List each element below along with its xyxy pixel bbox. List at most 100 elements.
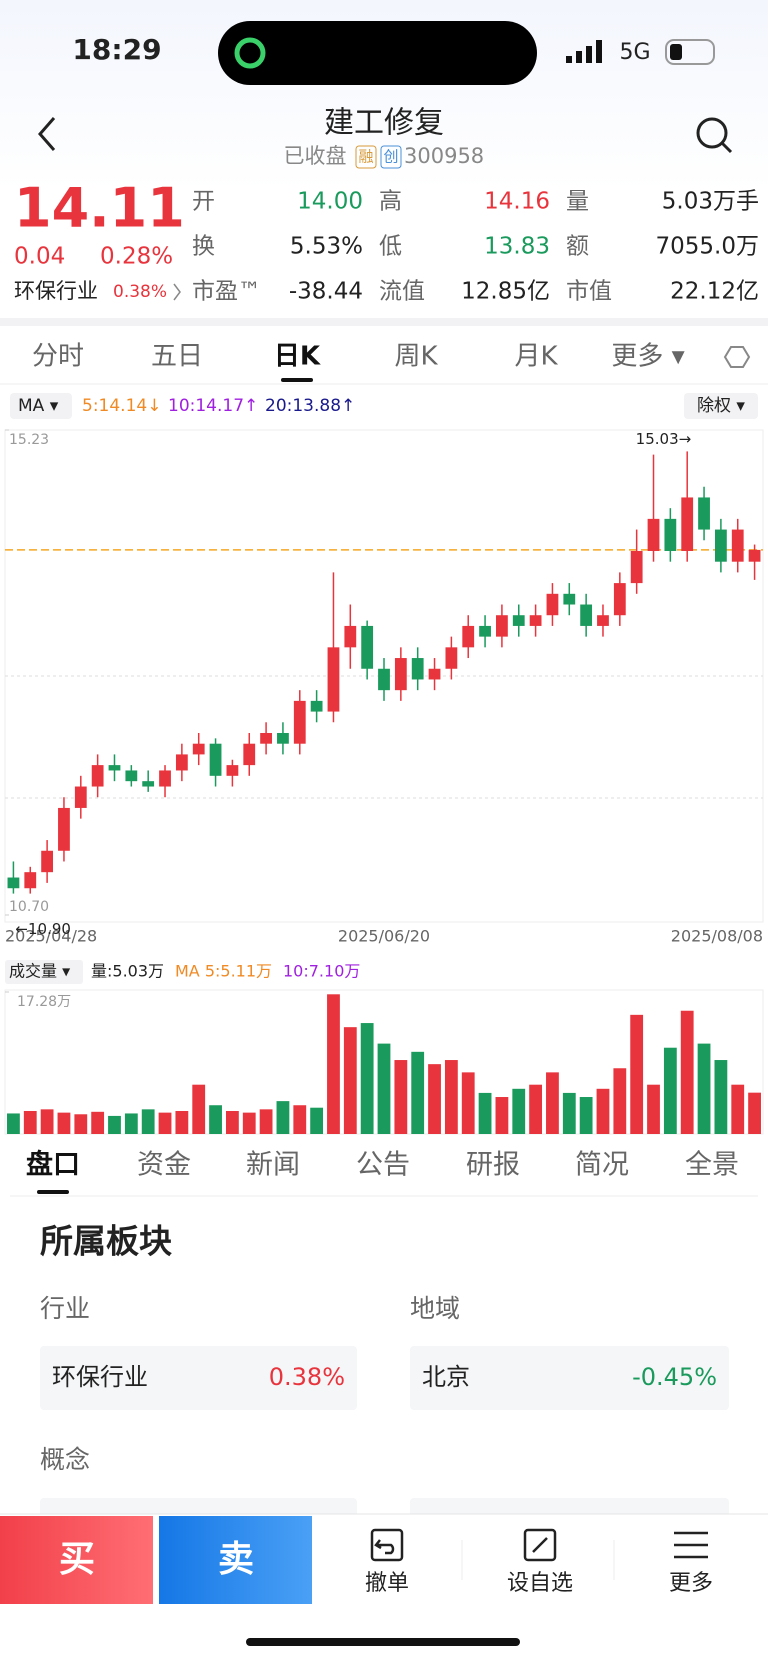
action-label[interactable]: 设自选 — [507, 1571, 573, 1596]
ma-select[interactable] — [10, 393, 72, 419]
field-label: 高 — [379, 189, 402, 215]
sell-button[interactable] — [159, 1516, 312, 1604]
candle-body — [378, 668, 390, 691]
industry-pct: 0.38% — [113, 282, 167, 302]
candle-body — [344, 625, 357, 648]
search-button[interactable] — [696, 117, 728, 149]
field-value: 5.53% — [290, 234, 363, 260]
volume-bar — [748, 1092, 761, 1134]
candle-body — [91, 765, 104, 787]
network: 5G — [619, 40, 650, 65]
volume-bar — [579, 1097, 593, 1134]
volume-bar — [731, 1084, 745, 1134]
field-label: 额 — [566, 234, 589, 260]
card[interactable] — [40, 1346, 357, 1410]
volume-bar — [74, 1114, 88, 1134]
candle-body — [175, 754, 188, 771]
info-tab[interactable]: 简况 — [575, 1150, 629, 1181]
tab[interactable]: 日K — [274, 342, 321, 372]
ma-label: 20:13.88↑ — [265, 396, 355, 416]
tab-indicator — [281, 378, 313, 382]
tab[interactable]: 更多 ▾ — [611, 342, 684, 372]
volume-bar — [175, 1110, 189, 1134]
candle-body — [512, 615, 525, 626]
field-value: -38.44 — [289, 279, 363, 305]
market-status: 已收盘 — [284, 144, 347, 168]
volume-bar — [141, 1109, 155, 1134]
tab[interactable]: 分时 — [32, 342, 84, 372]
info-tab[interactable]: 研报 — [466, 1150, 520, 1181]
volume-bar — [209, 1105, 222, 1134]
volume-bar — [108, 1115, 121, 1134]
stock-code: 300958 — [404, 144, 484, 168]
volume-bar — [529, 1084, 543, 1134]
tab[interactable]: 五日 — [151, 342, 203, 372]
card[interactable] — [410, 1346, 729, 1410]
candle-body — [159, 770, 171, 787]
x-tick-label: 2025/06/20 — [338, 927, 430, 946]
tab[interactable]: 月K — [514, 342, 558, 372]
volume-bar — [444, 1060, 458, 1134]
field-value: 13.83 — [484, 234, 550, 260]
tab[interactable]: 周K — [394, 342, 438, 372]
volume-bar — [293, 1105, 307, 1134]
x-tick-label: 2025/08/08 — [671, 927, 763, 946]
volume-select[interactable] — [5, 960, 83, 984]
dynamic-island — [218, 21, 537, 85]
candle-body — [209, 743, 222, 776]
undo-icon — [370, 1528, 404, 1562]
volume-bar — [40, 1109, 54, 1134]
volume-bar — [23, 1110, 37, 1134]
volume-bar — [546, 1072, 559, 1134]
info-tab[interactable]: 资金 — [137, 1150, 191, 1181]
candle-body — [260, 732, 272, 744]
candle-body — [681, 497, 694, 551]
annotation: ←10.90 — [15, 920, 71, 938]
y-tick-label: 10.70 — [9, 899, 49, 915]
field-label: 市盈™ — [192, 279, 261, 305]
candle-body — [496, 615, 508, 637]
volume-bar — [663, 1047, 677, 1134]
candle-body — [529, 615, 542, 626]
volume-legend: 量:5.03万 — [91, 962, 164, 981]
candle-body — [394, 658, 407, 691]
field-label: 换 — [192, 234, 215, 260]
candle-body — [108, 765, 121, 771]
volume-bar — [461, 1072, 475, 1134]
buy-button[interactable] — [0, 1516, 153, 1604]
field-label: 开 — [192, 189, 215, 215]
volume-bar — [276, 1101, 290, 1134]
settings-icon[interactable] — [723, 346, 751, 368]
info-tab[interactable]: 公告 — [356, 1150, 410, 1181]
home-indicator — [246, 1638, 520, 1646]
volume-bar — [512, 1088, 526, 1134]
ma-select-label: MA ▾ — [18, 396, 59, 416]
field-label: 量 — [566, 189, 589, 215]
candle-body — [411, 658, 424, 680]
volume-title: 成交量 ▾ — [9, 962, 70, 981]
candle-body — [748, 549, 761, 562]
menu-icon — [674, 1531, 708, 1559]
adjust-select[interactable] — [684, 393, 758, 419]
action-label[interactable]: 更多 — [669, 1571, 713, 1596]
candle-body — [327, 647, 340, 712]
info-tab[interactable]: 全景 — [685, 1150, 739, 1181]
field-value: 22.12亿 — [670, 279, 759, 305]
action-label[interactable]: 撤单 — [365, 1571, 409, 1596]
candle-body — [630, 550, 643, 584]
field-value: 7055.0万 — [656, 234, 759, 260]
candle-body — [125, 770, 138, 782]
change: 0.04 — [14, 244, 65, 270]
volume-bar — [411, 1051, 425, 1134]
volume-bar — [647, 1084, 660, 1134]
candle-body — [613, 583, 626, 616]
candle-body — [361, 625, 374, 669]
candle-body — [310, 700, 323, 712]
volume-bar — [7, 1113, 20, 1134]
back-button[interactable] — [38, 117, 56, 151]
field-label: 市值 — [566, 279, 612, 305]
info-tab[interactable]: 新闻 — [246, 1150, 300, 1181]
volume-bar — [428, 1064, 441, 1134]
info-tab[interactable]: 盘口 — [26, 1149, 80, 1181]
